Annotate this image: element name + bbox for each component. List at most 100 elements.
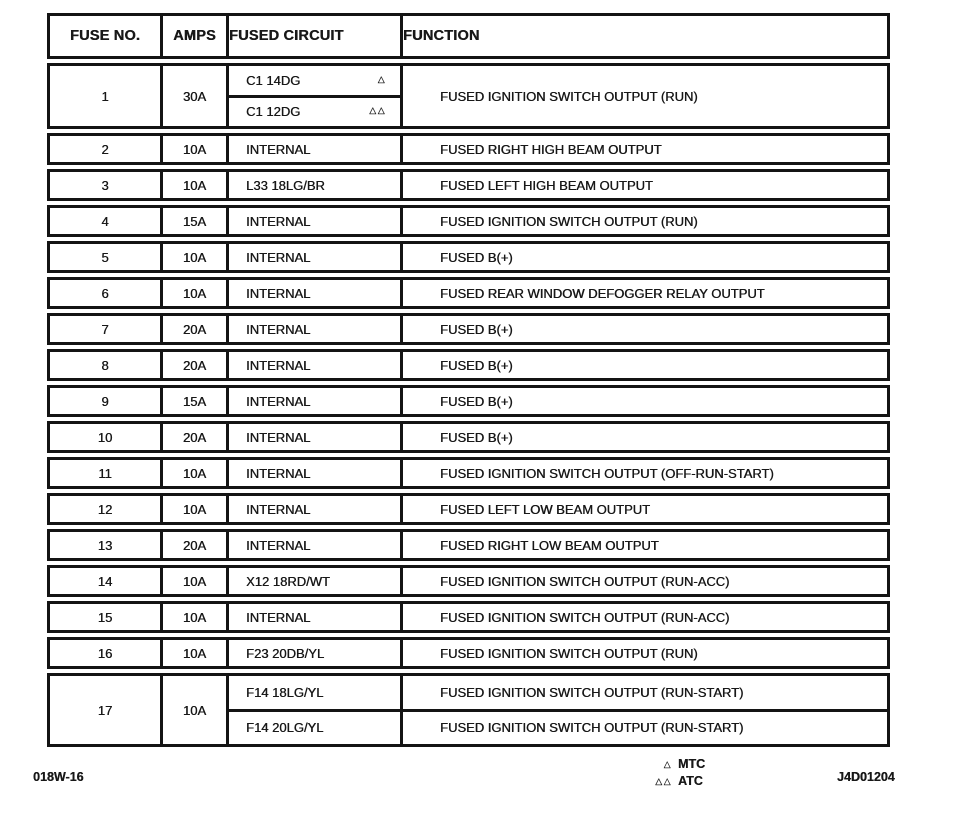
function-cell: FUSED RIGHT HIGH BEAM OUTPUT: [400, 136, 887, 162]
circuit-subcell: INTERNAL: [229, 388, 400, 414]
circuit-subcell: L33 18LG/BR: [229, 172, 400, 198]
circuit-subcell: INTERNAL: [229, 316, 400, 342]
amps-cell: 10A: [160, 460, 226, 486]
circuit-label: INTERNAL: [246, 609, 311, 625]
amps-cell: 10A: [160, 280, 226, 306]
fused-circuit-cell: L33 18LG/BR: [226, 172, 400, 198]
fuse-no-cell: 3: [101, 177, 109, 193]
table-row: 15 10A INTERNAL FUSED IGNITION SWITCH OUTPU…: [47, 601, 890, 633]
function-cell: FUSED REAR WINDOW DEFOGGER RELAY OUTPUT: [400, 280, 887, 306]
function-subcell: FUSED LEFT HIGH BEAM OUTPUT: [440, 177, 653, 193]
function-subcell: FUSED IGNITION SWITCH OUTPUT (OFF-RUN-ST…: [440, 465, 774, 481]
table-row: 7 20A INTERNAL FUSED B(+): [47, 313, 890, 345]
amps-cell: 30A: [160, 66, 226, 126]
circuit-subcell: C1 12DG △△: [229, 94, 400, 127]
fuse-no-cell: 13: [97, 537, 113, 553]
table-row: 14 10A X12 18RD/WT FUSED IGNITION SWITCH OU…: [47, 565, 890, 597]
fused-circuit-cell: INTERNAL: [226, 316, 400, 342]
table-body: 1 30A C1 14DG △ C1 12DG △△ FUSED IGNITION SWIT…: [47, 63, 890, 747]
fuse-no-cell: 6: [101, 285, 109, 301]
function-cell: FUSED IGNITION SWITCH OUTPUT (RUN): [400, 640, 887, 666]
fuse-no-cell: 2: [101, 141, 109, 157]
function-subcell: FUSED B(+): [440, 357, 513, 373]
circuit-subcell: INTERNAL: [229, 208, 400, 234]
table-row: 6 10A INTERNAL FUSED REAR WINDOW DEFOGGER R…: [47, 277, 890, 309]
fused-circuit-cell: INTERNAL: [226, 604, 400, 630]
fused-circuit-cell: INTERNAL: [226, 424, 400, 450]
legend-line: △△ ATC: [648, 773, 705, 790]
function-cell: FUSED IGNITION SWITCH OUTPUT (RUN-ACC): [400, 604, 887, 630]
fused-circuit-cell: INTERNAL: [226, 208, 400, 234]
fused-circuit-cell: X12 18RD/WT: [226, 568, 400, 594]
fused-circuit-cell: INTERNAL: [226, 244, 400, 270]
circuit-label: F14 20LG/YL: [246, 720, 324, 736]
fused-circuit-cell: C1 14DG △ C1 12DG △△: [226, 66, 400, 126]
circuit-subcell: F14 18LG/YL: [229, 676, 400, 709]
fused-circuit-cell: INTERNAL: [226, 388, 400, 414]
table-row: 4 15A INTERNAL FUSED IGNITION SWITCH OUTPUT…: [47, 205, 890, 237]
header-fuse-no: FUSE NO.: [69, 28, 141, 44]
amps-cell: 20A: [160, 532, 226, 558]
footnote-mark-icon: △: [377, 73, 386, 84]
function-subcell: FUSED IGNITION SWITCH OUTPUT (RUN): [440, 213, 698, 229]
function-subcell: FUSED B(+): [440, 321, 513, 337]
fused-circuit-cell: F14 18LG/YL F14 20LG/YL: [226, 676, 400, 744]
circuit-subcell: INTERNAL: [229, 136, 400, 162]
function-subcell: FUSED RIGHT HIGH BEAM OUTPUT: [440, 141, 662, 157]
function-subcell: FUSED B(+): [440, 393, 513, 409]
function-cell: FUSED IGNITION SWITCH OUTPUT (OFF-RUN-ST…: [400, 460, 887, 486]
circuit-subcell: INTERNAL: [229, 496, 400, 522]
amps-cell: 10A: [160, 568, 226, 594]
circuit-label: INTERNAL: [246, 249, 311, 265]
fused-circuit-cell: INTERNAL: [226, 280, 400, 306]
circuit-label: F23 20DB/YL: [246, 645, 325, 661]
fused-circuit-cell: INTERNAL: [226, 460, 400, 486]
function-cell: FUSED B(+): [400, 352, 887, 378]
fuse-no-cell: 12: [97, 501, 113, 517]
amps-cell: 20A: [160, 424, 226, 450]
function-subcell: FUSED RIGHT LOW BEAM OUTPUT: [440, 537, 659, 553]
fuse-no-cell: 16: [97, 645, 113, 661]
circuit-subcell: INTERNAL: [229, 424, 400, 450]
fuse-no-cell: 5: [101, 249, 109, 265]
circuit-label: INTERNAL: [246, 393, 311, 409]
amps-cell: 10A: [160, 172, 226, 198]
function-cell: FUSED LEFT LOW BEAM OUTPUT: [400, 496, 887, 522]
function-subcell: FUSED B(+): [440, 429, 513, 445]
fused-circuit-cell: INTERNAL: [226, 352, 400, 378]
table-row: 10 20A INTERNAL FUSED B(+): [47, 421, 890, 453]
fused-circuit-cell: INTERNAL: [226, 532, 400, 558]
circuit-subcell: C1 14DG △: [229, 66, 400, 95]
table-row: 11 10A INTERNAL FUSED IGNITION SWITCH OUTPU…: [47, 457, 890, 489]
function-cell: FUSED B(+): [400, 244, 887, 270]
figure-code: J4D01204: [837, 770, 895, 784]
table-row: 8 20A INTERNAL FUSED B(+): [47, 349, 890, 381]
circuit-subcell: INTERNAL: [229, 280, 400, 306]
circuit-label: INTERNAL: [246, 501, 311, 517]
fuse-no-cell: 9: [101, 393, 109, 409]
circuit-label: INTERNAL: [246, 321, 311, 337]
function-cell: FUSED IGNITION SWITCH OUTPUT (RUN-START)…: [400, 676, 887, 744]
function-subcell: FUSED IGNITION SWITCH OUTPUT (RUN-START): [440, 684, 744, 700]
circuit-label: INTERNAL: [246, 537, 311, 553]
amps-cell: 10A: [160, 676, 226, 744]
table-row: 3 10A L33 18LG/BR FUSED LEFT HIGH BEAM OUTP…: [47, 169, 890, 201]
amps-cell: 15A: [160, 388, 226, 414]
header-function: FUNCTION: [400, 16, 887, 56]
circuit-subcell: INTERNAL: [229, 460, 400, 486]
table-row: 12 10A INTERNAL FUSED LEFT LOW BEAM OUTPUT: [47, 493, 890, 525]
amps-cell: 10A: [160, 136, 226, 162]
function-subcell: FUSED IGNITION SWITCH OUTPUT (RUN-START): [403, 708, 887, 745]
circuit-label: INTERNAL: [246, 285, 311, 301]
function-subcell: FUSED IGNITION SWITCH OUTPUT (RUN): [440, 645, 698, 661]
fuse-no-cell: 1: [101, 88, 109, 104]
amps-cell: 10A: [160, 640, 226, 666]
circuit-subcell: F14 20LG/YL: [229, 708, 400, 745]
amps-cell: 10A: [160, 244, 226, 270]
legend-label: ATC: [678, 774, 703, 788]
fuse-no-cell: 10: [97, 429, 113, 445]
fused-circuit-cell: INTERNAL: [226, 496, 400, 522]
circuit-label: L33 18LG/BR: [246, 177, 325, 193]
circuit-label: C1 12DG: [246, 104, 301, 120]
table-row: 17 10A F14 18LG/YL F14 20LG/YL FUSED IGNITIO…: [47, 673, 890, 747]
